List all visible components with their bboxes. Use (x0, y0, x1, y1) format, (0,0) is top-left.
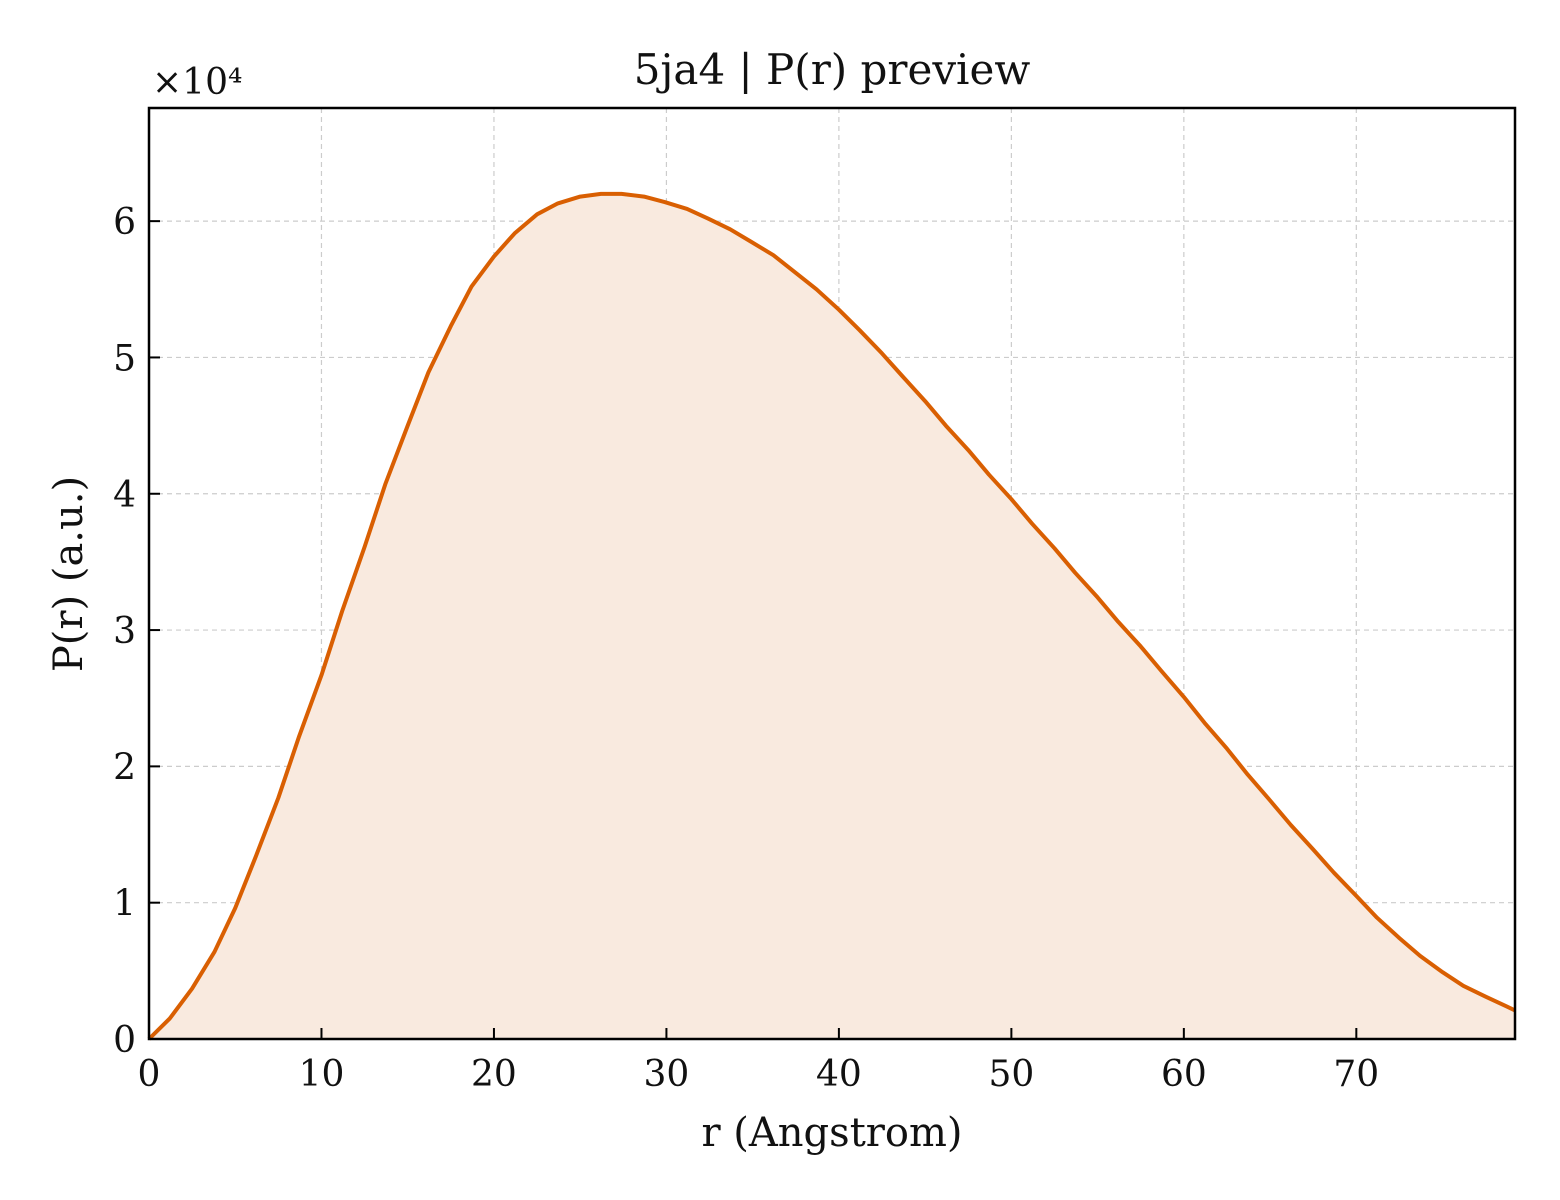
x-tick-label: 50 (988, 1054, 1034, 1095)
y-ticks: 0 1 2 3 4 5 6 (113, 202, 160, 1061)
y-tick-label: 0 (113, 1020, 136, 1061)
y-tick-label: 1 (113, 884, 136, 925)
x-tick-label: 70 (1333, 1054, 1379, 1095)
plot-frame (147, 106, 1517, 1041)
y-tick-label: 5 (113, 338, 136, 379)
pr-series-line (147, 191, 1516, 1041)
y-tick-label: 2 (113, 747, 136, 788)
x-ticks: 0 10 20 30 40 50 60 70 (138, 1028, 1379, 1095)
x-tick-label: 60 (1161, 1054, 1207, 1095)
x-tick-label: 0 (138, 1054, 161, 1095)
x-tick-label: 40 (816, 1054, 862, 1095)
y-tick-label: 4 (113, 475, 136, 516)
pr-area-fill (149, 193, 1515, 1039)
y-tick-label: 6 (113, 202, 136, 243)
x-tick-label: 10 (299, 1054, 345, 1095)
x-axis-label: r (Angstrom) (701, 1110, 962, 1156)
y-axis-multiplier: ×10⁴ (152, 62, 242, 103)
y-axis-label: P(r) (a.u.) (46, 476, 92, 672)
chart-title: 5ja4 | P(r) preview (634, 45, 1031, 94)
x-tick-label: 20 (471, 1054, 517, 1095)
y-tick-label: 3 (113, 611, 136, 652)
x-tick-label: 30 (644, 1054, 690, 1095)
